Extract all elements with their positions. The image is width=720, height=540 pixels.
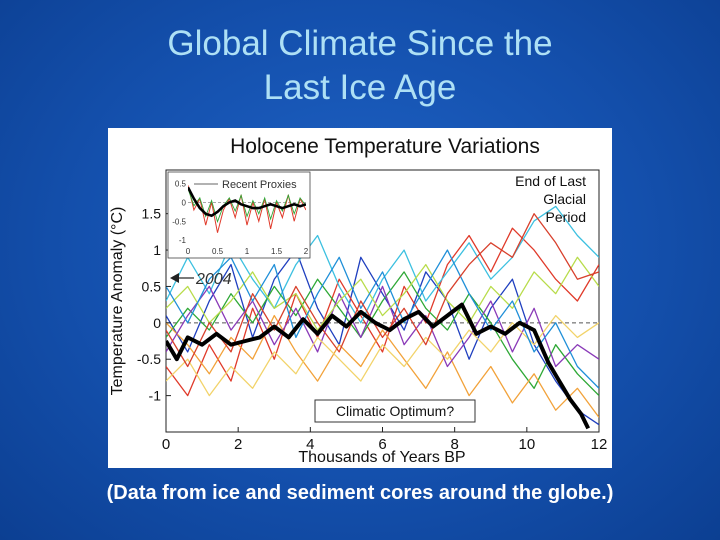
marker-2004-label: 2004 — [195, 271, 232, 288]
inset-y-tick-label: -0.5 — [172, 217, 186, 226]
inset-chart: 0 0.5 1 1.5 2 0.5 0 -0.5 -1 — [172, 180, 309, 256]
inset-x-tick-label: 1.5 — [271, 247, 283, 256]
inset-x-tick-label: 0.5 — [212, 247, 224, 256]
y-tick-label: -1 — [149, 388, 162, 404]
marker-2004: 2004 — [170, 271, 232, 288]
chart-title: Holocene Temperature Variations — [230, 135, 540, 158]
proxy-lines — [166, 205, 599, 426]
axis-group: 0 2 4 6 8 10 121.510.50-0.5-1 — [137, 206, 607, 453]
x-tick-label: 0 — [162, 436, 170, 453]
holocene-chart: Holocene Temperature Variations 0 2 4 6 8 10 1… — [109, 135, 607, 466]
y-tick-label: 1.5 — [142, 206, 162, 222]
x-tick-label: 2 — [234, 436, 242, 453]
average-temperature-line — [166, 302, 590, 430]
slide-title-line-1: Global Climate Since the — [167, 24, 553, 63]
y-axis-label: Temperature Anomaly (°C) — [109, 207, 126, 396]
y-tick-label: 0 — [153, 315, 161, 331]
climatic-optimum-box — [314, 399, 476, 423]
proxy-series-line — [166, 314, 599, 397]
proxy-series-line — [166, 227, 599, 397]
glacial-label-line-3: Period — [546, 209, 586, 225]
proxy-series-line — [166, 271, 599, 397]
slide-caption: (Data from ice and sediment cores around… — [106, 482, 614, 504]
inset-average-line — [188, 186, 306, 218]
x-tick-label: 8 — [450, 436, 458, 453]
glacial-label-line-1: End of Last — [515, 173, 586, 189]
proxy-series-line — [166, 213, 599, 368]
x-tick-label: 10 — [518, 436, 535, 453]
y-tick-label: 1 — [153, 242, 161, 258]
proxy-series-line — [166, 256, 599, 331]
inset-title: Recent Proxies — [222, 179, 297, 191]
slide-title-line-2: Last Ice Age — [263, 68, 457, 107]
inset-x-tick-label: 0 — [186, 247, 191, 256]
inset-lines — [188, 185, 306, 233]
proxy-series-line — [166, 249, 599, 389]
chart-panel: Holocene Temperature Variations 0 2 4 6 8 10 1… — [108, 128, 612, 468]
x-axis-label: Thousands of Years BP — [298, 449, 465, 466]
marker-2004-arrow-head — [170, 273, 179, 283]
slide-title: Global Climate Since the Last Ice Age — [0, 22, 720, 110]
inset-panel — [167, 171, 311, 259]
y-tick-label: -0.5 — [137, 351, 161, 367]
average-line-group — [166, 302, 590, 430]
inset-red-series-line — [188, 185, 306, 233]
inset-green-series-line — [188, 188, 306, 224]
y-tick-label: 0.5 — [142, 278, 162, 294]
inset-x-tick-label: 1 — [245, 247, 250, 256]
proxy-series-line — [166, 285, 599, 368]
inset-y-tick-label: 0.5 — [175, 180, 187, 189]
x-tick-label: 12 — [591, 436, 608, 453]
x-tick-label: 6 — [378, 436, 386, 453]
inset-y-tick-label: 0 — [182, 198, 187, 207]
climatic-optimum-label: Climatic Optimum? — [336, 403, 454, 419]
inset-x-tick-label: 2 — [304, 247, 309, 256]
x-tick-label: 4 — [306, 436, 314, 453]
glacial-label-line-2: Glacial — [543, 191, 586, 207]
inset-y-tick-label: -1 — [179, 236, 187, 245]
